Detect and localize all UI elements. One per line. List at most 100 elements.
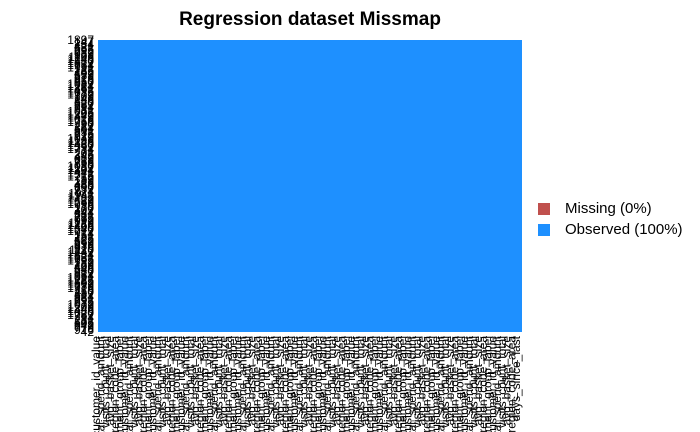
y-label: 1696: [67, 197, 94, 211]
x-label: region_code_area: [306, 336, 320, 432]
x-label: segment_group_label: [481, 336, 495, 432]
x-label: avg_basket_size: [415, 336, 429, 426]
y-label: 1677: [67, 224, 94, 238]
y-label: 1129: [68, 216, 94, 230]
y-label: 794: [74, 100, 94, 114]
y-label: 1597: [67, 140, 94, 154]
y-label: 1715: [67, 170, 94, 184]
x-label: customer_id_value: [316, 336, 330, 432]
y-label: 1483: [67, 304, 94, 318]
y-label: 954: [74, 268, 94, 282]
y-label: 208: [74, 146, 94, 160]
y-label: 406: [74, 260, 94, 274]
y-label: 444: [74, 205, 94, 219]
y-label: 189: [74, 174, 94, 188]
y-label: 1304: [67, 163, 94, 177]
y-label: 1620: [67, 306, 94, 320]
x-label: customer_id_value: [429, 336, 443, 432]
y-label: 307: [74, 203, 94, 217]
x-label: segment_group_label: [367, 336, 381, 432]
x-label: customer_id_value: [117, 336, 131, 432]
y-label: 798: [74, 294, 94, 308]
x-label: avg_basket_size: [386, 336, 400, 426]
y-label: 90: [81, 117, 95, 131]
x-label: avg_basket_size: [273, 336, 287, 426]
x-label: avg_basket_size: [245, 336, 259, 426]
y-label: 718: [74, 210, 94, 224]
y-label: 128: [74, 62, 94, 76]
x-label: avg_basket_size: [216, 336, 230, 426]
x-label: region_code_area: [476, 336, 490, 432]
y-label: 874: [74, 184, 94, 198]
x-label: visits_count_total: [127, 336, 141, 428]
x-label: total_spend_amount: [377, 335, 391, 432]
x-label: region_code_area: [419, 336, 433, 432]
y-label: 973: [74, 241, 94, 255]
y-label: 1757: [67, 308, 94, 322]
x-label: segment_group_label: [254, 336, 268, 432]
y-label: 855: [74, 212, 94, 226]
x-label: customer_id_value: [89, 336, 103, 432]
y-label: 737: [74, 182, 94, 196]
x-label: visits_count_total: [382, 336, 396, 428]
y-label: 1030: [67, 159, 94, 173]
y-label: 539: [74, 69, 94, 83]
x-label: total_spend_amount: [150, 335, 164, 432]
x-label: total_spend_amount: [320, 335, 334, 432]
y-label: 250: [74, 285, 94, 299]
y-label: 1346: [67, 302, 94, 316]
x-label: customer_id_value: [202, 336, 216, 432]
y-label: 1247: [67, 245, 94, 259]
y-label: 147: [74, 35, 94, 49]
y-label: 246: [74, 92, 94, 106]
y-label: 1049: [67, 132, 94, 146]
x-label: avg_basket_size: [188, 336, 202, 426]
x-label: customer_id_value: [457, 336, 471, 432]
y-label: 817: [74, 266, 94, 280]
x-label: avg_basket_size: [301, 336, 315, 426]
y-label: 284: [74, 37, 94, 51]
y-label: 1243: [67, 52, 94, 66]
x-label: visits_count_total: [353, 336, 367, 428]
y-label: 1498: [67, 83, 94, 97]
observed-cells: [98, 40, 522, 332]
x-label: visits_count_total: [155, 336, 169, 428]
y-label: 227: [74, 119, 94, 133]
x-label: region_code_area: [108, 336, 122, 432]
y-label: 676: [74, 71, 94, 85]
y-label: 170: [74, 201, 94, 215]
y-label: 1776: [67, 281, 94, 295]
y-label: 1422: [67, 193, 94, 207]
x-label-last: days_since_last: [509, 335, 523, 421]
y-label: 265: [74, 65, 94, 79]
y-label: 912: [74, 130, 94, 144]
y-label: 695: [74, 44, 94, 58]
y-label: 1521: [67, 249, 94, 263]
legend-item-observed: Observed (100%): [538, 219, 683, 240]
y-label: 600: [74, 180, 94, 194]
chart-title: Regression dataset Missmap: [179, 9, 441, 30]
x-label: segment_group_label: [396, 336, 410, 432]
y-label: 661: [74, 291, 94, 305]
y-label: 425: [74, 233, 94, 247]
y-label: 1502: [67, 277, 94, 291]
y-label: 505: [74, 317, 94, 331]
x-label: customer_id_value: [485, 336, 499, 432]
x-label: total_spend_amount: [490, 335, 504, 432]
y-label: 1285: [67, 191, 94, 205]
x-label: total_spend_amount: [235, 335, 249, 432]
y-label: 543: [74, 262, 94, 276]
y-label: 1228: [67, 273, 94, 287]
y-label: 132: [74, 256, 94, 270]
y-label: 931: [74, 102, 94, 116]
x-label: total_spend_amount: [292, 335, 306, 432]
x-label: region_code_area: [136, 336, 150, 432]
y-label: 779: [74, 321, 94, 335]
y-label: 562: [74, 235, 94, 249]
x-label: visits_count_total: [438, 336, 452, 428]
x-label: customer_id_value: [372, 336, 386, 432]
x-label: region_code_area: [448, 336, 462, 432]
x-label: region_code_area: [334, 336, 348, 432]
y-label: 992: [74, 214, 94, 228]
x-label: customer_id_value: [174, 336, 188, 432]
